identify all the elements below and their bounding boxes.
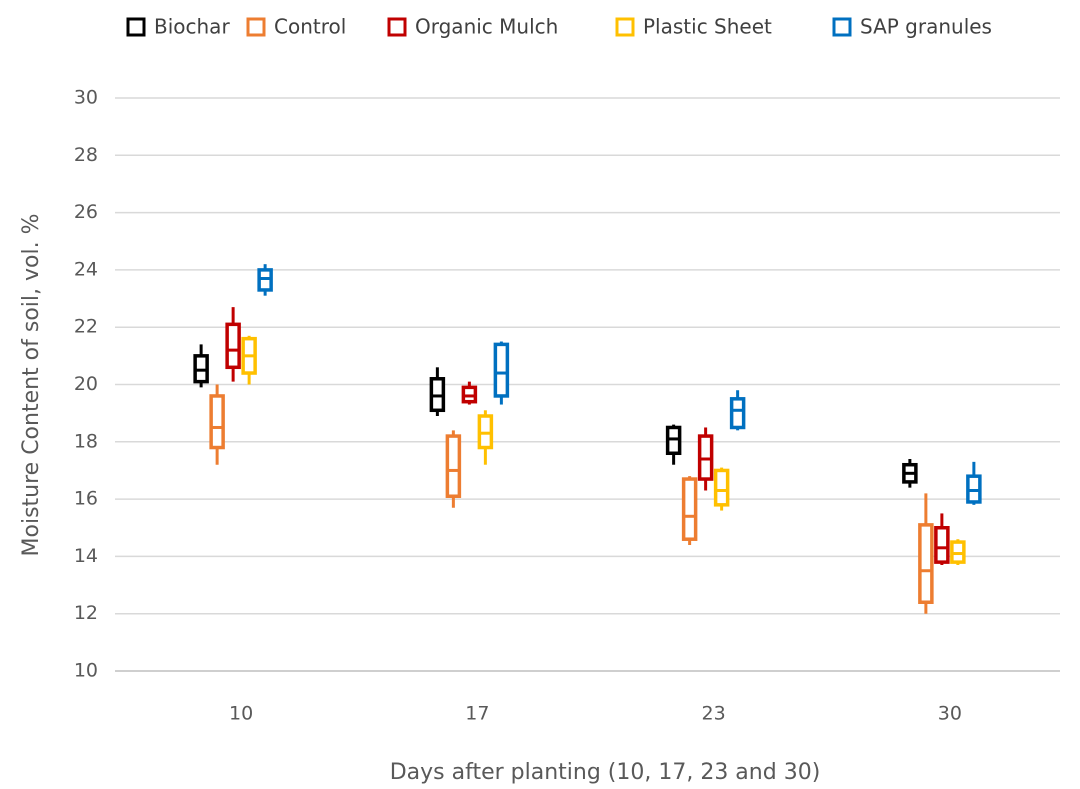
legend-label: Control	[274, 15, 346, 39]
legend-label: SAP granules	[860, 15, 992, 39]
box	[445, 434, 462, 498]
legend-label: Plastic Sheet	[643, 15, 772, 39]
y-tick-label: 12	[74, 602, 98, 624]
y-tick-label: 28	[74, 144, 98, 166]
legend-swatch	[387, 17, 407, 37]
y-tick-label: 30	[74, 87, 98, 109]
x-tick-label: 10	[229, 703, 253, 725]
y-tick-label: 10	[74, 660, 98, 682]
x-tick-label: 23	[702, 703, 726, 725]
x-axis-label: Days after planting (10, 17, 23 and 30)	[390, 760, 821, 785]
y-tick-label: 20	[74, 373, 98, 395]
y-tick-label: 18	[74, 430, 98, 452]
legend-swatch	[126, 17, 146, 37]
y-axis-label: Moisture Content of soil, vol. %	[19, 214, 44, 557]
x-tick-label: 30	[938, 703, 962, 725]
box	[934, 526, 950, 564]
box	[681, 477, 698, 541]
legend-swatch	[615, 17, 635, 37]
box	[713, 468, 730, 507]
y-tick-label: 14	[74, 545, 98, 567]
legend-swatch	[246, 17, 266, 37]
y-tick-label: 16	[74, 488, 98, 510]
y-tick-label: 26	[74, 201, 98, 223]
y-tick-label: 22	[74, 316, 98, 338]
x-tick-label: 17	[465, 703, 489, 725]
legend-label: Organic Mulch	[415, 15, 558, 39]
box	[918, 523, 934, 604]
box	[729, 397, 746, 430]
legend-label: Biochar	[154, 15, 230, 39]
y-tick-label: 24	[74, 258, 98, 280]
legend-swatch	[832, 17, 852, 37]
box	[209, 394, 225, 450]
box	[225, 322, 241, 370]
box	[493, 342, 510, 398]
